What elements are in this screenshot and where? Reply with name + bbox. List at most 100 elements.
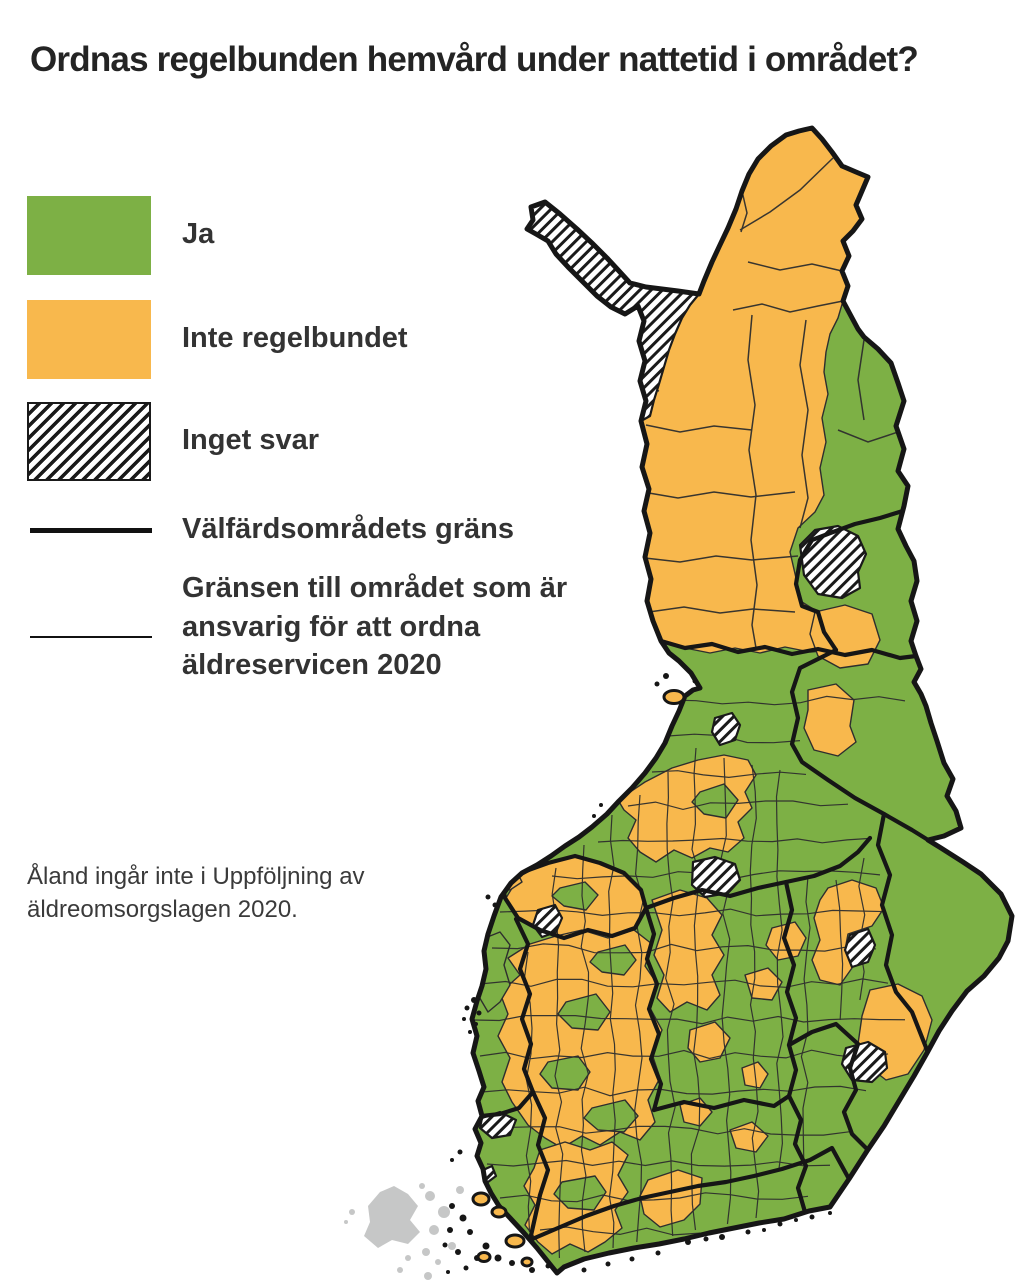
finland-outline <box>469 125 1015 1276</box>
welfare-region-border <box>658 638 919 661</box>
municipal-border-line <box>539 1226 701 1236</box>
welfare-region-border <box>643 905 664 1113</box>
island-dot <box>442 1242 448 1248</box>
aland-main-island <box>364 1186 420 1248</box>
aland-island-dot <box>456 1186 464 1194</box>
municipal-border-line <box>835 879 844 1021</box>
land-layer <box>472 128 1012 1273</box>
municipal-border-line <box>608 814 616 1249</box>
region-inte-regelbundet <box>687 1021 731 1063</box>
welfare-region-border <box>786 1021 861 1048</box>
region-inget-svar <box>710 711 742 747</box>
municipal-border-line <box>799 319 809 529</box>
island-dot <box>457 1149 463 1155</box>
welfare-region-border <box>830 507 909 535</box>
island-dot <box>685 1239 691 1245</box>
island-dot <box>655 1250 661 1256</box>
municipal-border-line <box>749 764 760 1219</box>
island-inte-regelbundet <box>662 689 686 705</box>
municipal-border-line <box>739 157 834 231</box>
legend-label-responsible-border: Gränsen till området som är ansvarig för… <box>182 572 568 682</box>
island-inte-regelbundet <box>504 1233 526 1249</box>
region-ja <box>583 1099 639 1133</box>
region-inget-svar <box>798 524 868 600</box>
island-dot <box>449 1203 455 1209</box>
municipal-border-line <box>491 943 877 954</box>
region-inte-regelbundet <box>803 683 857 757</box>
municipal-border-line <box>800 875 811 1161</box>
welfare-region-border <box>651 1093 792 1113</box>
legend-swatch-inget-svar <box>27 402 151 481</box>
aland-island-dot <box>419 1183 425 1189</box>
island-dot <box>605 1261 611 1267</box>
island-dot <box>476 1010 482 1016</box>
municipal-border-line <box>473 1015 906 1025</box>
aland-island-dot <box>397 1267 403 1273</box>
island-dot <box>474 1022 478 1026</box>
municipal-border-line <box>719 757 732 1225</box>
island-dot <box>692 678 698 684</box>
legend-thin-line-sample <box>30 636 152 638</box>
legend-label-region-border: Välfärdsområdets gräns <box>182 513 515 545</box>
welfare-region-border <box>793 529 836 615</box>
municipal-border-line <box>551 867 564 1259</box>
municipal-border-line <box>642 491 796 499</box>
island-dot <box>450 1158 454 1162</box>
island-dot <box>745 1229 751 1235</box>
island-dot <box>459 1214 467 1222</box>
municipal-border-line <box>665 771 676 1237</box>
municipal-border-line <box>858 857 866 1001</box>
island-dot <box>663 673 669 679</box>
island-dot <box>494 1254 502 1262</box>
aland-islands <box>344 1183 464 1280</box>
welfare-region-border <box>500 853 649 941</box>
municipal-border-line <box>648 606 796 614</box>
island-dot <box>545 1263 551 1269</box>
island-dot <box>654 681 660 687</box>
municipal-border-line <box>747 261 843 272</box>
island-dot <box>529 1267 535 1273</box>
island-dot <box>828 1211 832 1215</box>
aland-island-dot <box>438 1206 450 1218</box>
legend-label-inget-svar: Inget svar <box>182 424 319 456</box>
island-dot <box>492 902 498 908</box>
welfare-region-border <box>527 1089 551 1243</box>
municipal-border-line <box>645 424 753 433</box>
island-dot <box>468 1030 472 1034</box>
region-inget-svar <box>843 927 877 969</box>
island-dot <box>446 1270 450 1274</box>
municipal-border-line <box>669 695 906 706</box>
legend-swatch-inte-regelbundet <box>27 300 151 379</box>
island-dot <box>471 997 477 1003</box>
municipal-border-line <box>857 339 865 421</box>
island-dot <box>703 1236 709 1242</box>
island-dot <box>809 1214 815 1220</box>
legend-label-ja: Ja <box>182 218 215 250</box>
municipal-border-line <box>747 314 758 649</box>
aland-island-dot <box>405 1255 411 1261</box>
island-dot <box>509 1260 515 1266</box>
aland-island-dot <box>344 1220 348 1224</box>
island-dot <box>777 1221 783 1227</box>
municipal-border-line <box>499 1192 809 1203</box>
island-inte-regelbundet <box>476 1251 492 1263</box>
island-dot <box>719 1234 725 1240</box>
island-inte-regelbundet <box>520 1256 534 1268</box>
welfare-region-borders <box>479 507 944 1243</box>
legend-thick-line-sample <box>30 528 152 533</box>
island-dot <box>463 1265 469 1271</box>
welfare-region-border <box>875 811 930 1053</box>
aland-island-dot <box>424 1272 432 1280</box>
municipal-border-line <box>479 978 889 988</box>
aland-island-dot <box>429 1225 439 1235</box>
welfare-region-border <box>815 609 839 653</box>
welfare-region-border <box>527 1145 852 1243</box>
aland-island-dot <box>435 1259 441 1265</box>
island-dot <box>592 814 596 818</box>
island-dot <box>482 1242 490 1250</box>
welfare-region-border <box>789 647 944 851</box>
municipal-border-line <box>740 190 748 233</box>
municipal-border-line <box>479 1049 889 1060</box>
